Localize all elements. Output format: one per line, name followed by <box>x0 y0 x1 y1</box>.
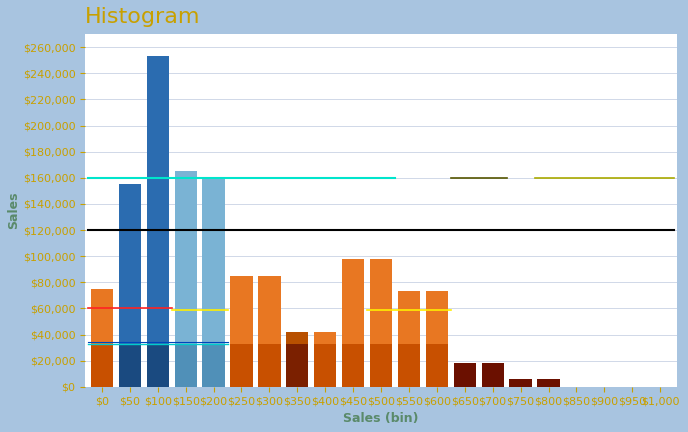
Text: Histogram: Histogram <box>85 7 201 27</box>
Bar <box>230 344 252 387</box>
Bar <box>426 344 448 387</box>
Bar <box>398 292 420 344</box>
Bar <box>147 56 169 344</box>
Bar <box>537 379 559 387</box>
Bar <box>202 344 225 387</box>
Bar <box>258 344 281 387</box>
Bar <box>509 379 532 387</box>
Bar <box>342 259 365 344</box>
Y-axis label: Sales: Sales <box>7 192 20 229</box>
Bar <box>426 292 448 344</box>
Bar <box>453 363 476 387</box>
Bar <box>342 344 365 387</box>
X-axis label: Sales (bin): Sales (bin) <box>343 412 419 425</box>
Bar <box>119 184 141 344</box>
Bar <box>175 171 197 344</box>
Bar <box>258 276 281 344</box>
Bar <box>370 344 392 387</box>
Bar <box>202 178 225 344</box>
Bar <box>91 344 113 387</box>
Bar <box>314 332 336 344</box>
Bar <box>398 344 420 387</box>
Bar <box>91 289 113 344</box>
Bar <box>230 276 252 344</box>
Bar <box>147 344 169 387</box>
Bar <box>119 344 141 387</box>
Bar <box>286 332 308 344</box>
Bar <box>286 344 308 387</box>
Bar <box>370 259 392 344</box>
Bar <box>314 344 336 387</box>
Bar <box>175 344 197 387</box>
Bar <box>482 363 504 387</box>
